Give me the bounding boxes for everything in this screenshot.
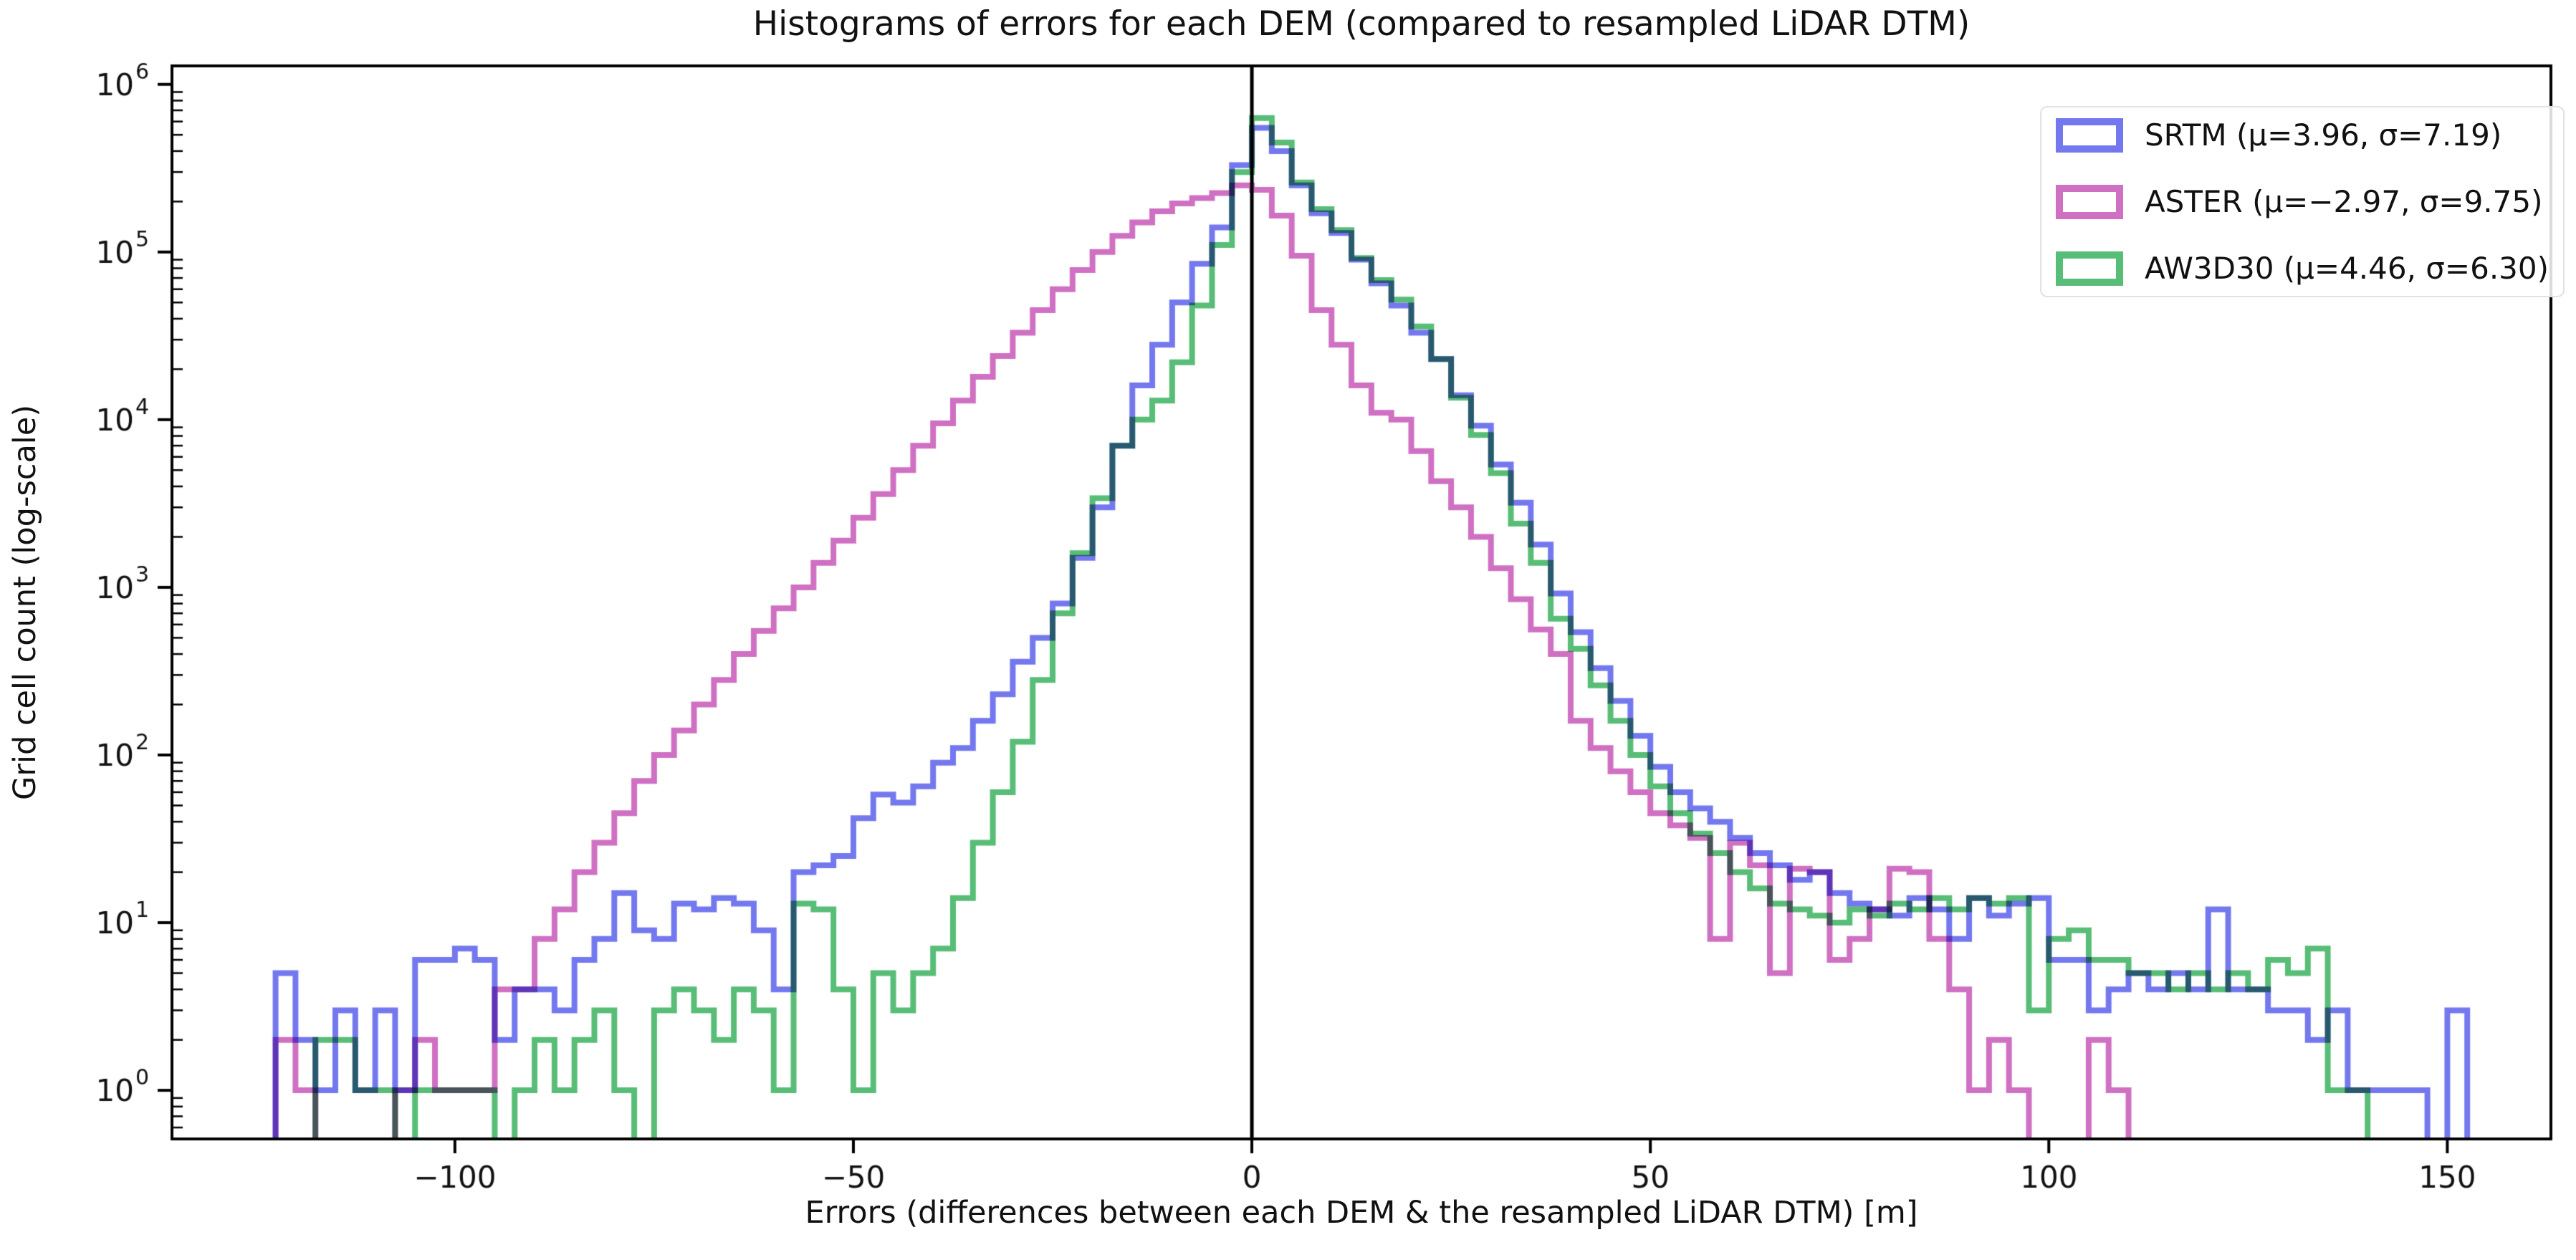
chart-title: Histograms of errors for each DEM (compa…	[752, 4, 1971, 44]
legend-label-aster: ASTER (μ=−2.97, σ=9.75)	[2144, 184, 2543, 219]
legend: SRTM (μ=3.96, σ=7.19) ASTER (μ=−2.97, σ=…	[2039, 106, 2565, 297]
aw3d30-swatch-icon	[2055, 251, 2123, 286]
legend-label-srtm: SRTM (μ=3.96, σ=7.19)	[2144, 117, 2502, 153]
legend-item-srtm: SRTM (μ=3.96, σ=7.19)	[2055, 117, 2549, 153]
legend-item-aster: ASTER (μ=−2.97, σ=9.75)	[2055, 184, 2549, 219]
y-axis-label: Grid cell count (log-scale)	[7, 405, 43, 800]
legend-item-aw3d30: AW3D30 (μ=4.46, σ=6.30)	[2055, 251, 2549, 286]
aster-swatch-icon	[2055, 184, 2123, 219]
srtm-swatch-icon	[2055, 117, 2123, 153]
legend-label-aw3d30: AW3D30 (μ=4.46, σ=6.30)	[2144, 251, 2549, 286]
x-axis-label: Errors (differences between each DEM & t…	[805, 1195, 1918, 1231]
